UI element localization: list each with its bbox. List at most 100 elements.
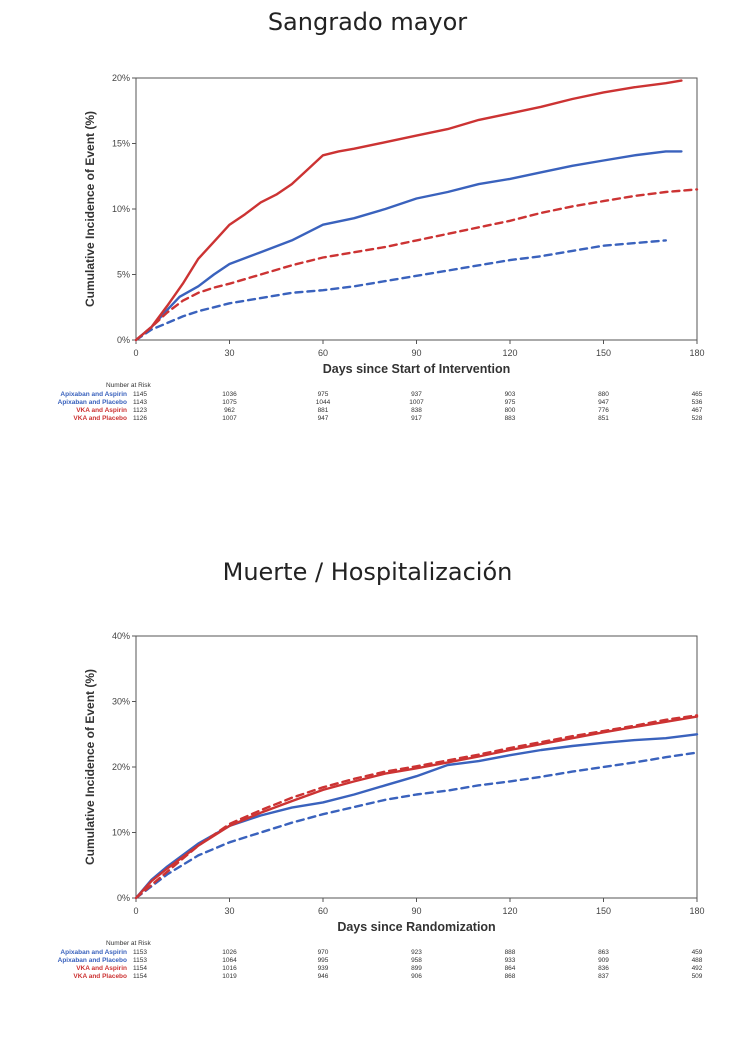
x-tick-label: 60 — [318, 348, 328, 358]
risk-table-cell: 800 — [505, 407, 516, 414]
risk-table-cell: 1123 — [133, 407, 147, 414]
risk-table-cell: 776 — [598, 407, 609, 414]
y-tick-label: 20% — [112, 762, 130, 772]
risk-table-row-label: VKA and Placebo — [73, 415, 127, 422]
risk-table-cell: 975 — [505, 399, 516, 406]
x-tick-label: 0 — [133, 906, 138, 916]
series-line-vka-and-aspirin — [134, 715, 699, 900]
risk-table-cell: 465 — [692, 391, 703, 398]
y-tick-label: 20% — [112, 73, 130, 83]
risk-table-cell: 947 — [598, 399, 609, 406]
risk-table-heading: Number at Risk — [106, 382, 152, 389]
risk-table-cell: 906 — [411, 973, 422, 980]
risk-table-cell: 509 — [692, 973, 703, 980]
x-tick-label: 30 — [224, 906, 234, 916]
risk-table-cell: 1143 — [133, 399, 147, 406]
risk-table-cell: 536 — [692, 399, 703, 406]
risk-table-row-label: VKA and Placebo — [73, 973, 127, 980]
risk-table-cell: 1019 — [222, 973, 237, 980]
chart-death-hospitalization: 0% 10% 20% 30% 40% 0 30 60 90 120 150 180 Days since… — [58, 631, 705, 980]
risk-table-cell: 883 — [505, 415, 516, 422]
y-tick-label: 10% — [112, 828, 130, 838]
risk-table-cell: 836 — [598, 965, 609, 972]
x-tick-label: 90 — [411, 348, 421, 358]
y-tick-label: 5% — [117, 270, 130, 280]
x-tick-label: 150 — [596, 906, 611, 916]
risk-table-cell: 903 — [505, 391, 516, 398]
series-line-vka-and-aspirin — [134, 79, 683, 342]
risk-table-cell: 995 — [318, 957, 329, 964]
risk-table-cell: 1154 — [133, 965, 147, 972]
risk-table-cell: 1044 — [316, 399, 331, 406]
y-tick-label: 15% — [112, 139, 130, 149]
risk-table-row-label: VKA and Aspirin — [76, 965, 127, 972]
series-line-vka-and-placebo — [134, 714, 699, 900]
x-tick-label: 180 — [689, 348, 704, 358]
risk-table-heading: Number at Risk — [106, 940, 152, 947]
risk-table-cell: 1153 — [133, 949, 147, 956]
risk-table-cell: 899 — [411, 965, 422, 972]
risk-table-cell: 492 — [692, 965, 703, 972]
risk-table-cell: 1064 — [222, 957, 237, 964]
risk-table-cell: 962 — [224, 407, 235, 414]
series-line-apixaban-and-aspirin — [134, 150, 683, 342]
risk-table-cell: 863 — [598, 949, 609, 956]
y-tick-label: 40% — [112, 631, 130, 641]
y-tick-label: 0% — [117, 893, 130, 903]
risk-table-cell: 1153 — [133, 957, 147, 964]
risk-table-cell: 923 — [411, 949, 422, 956]
risk-table-cell: 909 — [598, 957, 609, 964]
risk-table-cell: 880 — [598, 391, 609, 398]
risk-table-row-label: VKA and Aspirin — [76, 407, 127, 414]
x-tick-label: 90 — [411, 906, 421, 916]
y-tick-label: 0% — [117, 335, 130, 345]
x-tick-label: 60 — [318, 906, 328, 916]
x-tick-label: 0 — [133, 348, 138, 358]
risk-table-cell: 868 — [505, 973, 516, 980]
risk-table-cell: 1145 — [133, 391, 147, 398]
x-tick-label: 150 — [596, 348, 611, 358]
series-line-apixaban-and-placebo — [134, 751, 699, 900]
plot-frame — [135, 77, 698, 341]
chart-title-bleeding: Sangrado mayor — [267, 8, 468, 36]
y-axis-label: Cumulative Incidence of Event (%) — [83, 111, 97, 307]
risk-table-cell: 1007 — [222, 415, 237, 422]
x-axis-label: Days since Randomization — [337, 920, 495, 934]
y-axis-label: Cumulative Incidence of Event (%) — [83, 669, 97, 865]
risk-table-cell: 888 — [505, 949, 516, 956]
risk-table-cell: 1154 — [133, 973, 147, 980]
risk-table-cell: 1007 — [409, 399, 424, 406]
risk-table-cell: 467 — [692, 407, 703, 414]
risk-table-cell: 1126 — [133, 415, 147, 422]
risk-table-cell: 528 — [692, 415, 703, 422]
risk-table-cell: 937 — [411, 391, 422, 398]
chart-title-death-hospitalization: Muerte / Hospitalización — [222, 558, 513, 586]
risk-table-cell: 881 — [318, 407, 329, 414]
risk-table-cell: 946 — [318, 973, 329, 980]
risk-table-cell: 1075 — [222, 399, 237, 406]
risk-table-cell: 1016 — [222, 965, 237, 972]
x-axis-label: Days since Start of Intervention — [323, 362, 511, 376]
x-tick-label: 120 — [502, 348, 517, 358]
risk-table-row-label: Apixaban and Aspirin — [60, 949, 127, 956]
x-tick-label: 120 — [502, 906, 517, 916]
risk-table-cell: 838 — [411, 407, 422, 414]
series-line-apixaban-and-placebo — [134, 239, 667, 342]
risk-table-cell: 917 — [411, 415, 422, 422]
series-line-apixaban-and-aspirin — [134, 733, 699, 900]
risk-table-row-label: Apixaban and Placebo — [58, 957, 127, 964]
y-tick-label: 30% — [112, 697, 130, 707]
series-line-vka-and-placebo — [134, 188, 699, 342]
x-tick-label: 180 — [689, 906, 704, 916]
risk-table-cell: 488 — [692, 957, 703, 964]
chart-bleeding: 0% 5% 10% 15% 20% 0 30 60 90 120 150 180 Days since … — [58, 73, 705, 422]
risk-table-cell: 933 — [505, 957, 516, 964]
risk-table-cell: 459 — [692, 949, 703, 956]
risk-table-row-label: Apixaban and Placebo — [58, 399, 127, 406]
risk-table-cell: 864 — [505, 965, 516, 972]
risk-table-cell: 939 — [318, 965, 329, 972]
risk-table-cell: 837 — [598, 973, 609, 980]
y-tick-label: 10% — [112, 204, 130, 214]
risk-table-cell: 975 — [318, 391, 329, 398]
risk-table-cell: 958 — [411, 957, 422, 964]
